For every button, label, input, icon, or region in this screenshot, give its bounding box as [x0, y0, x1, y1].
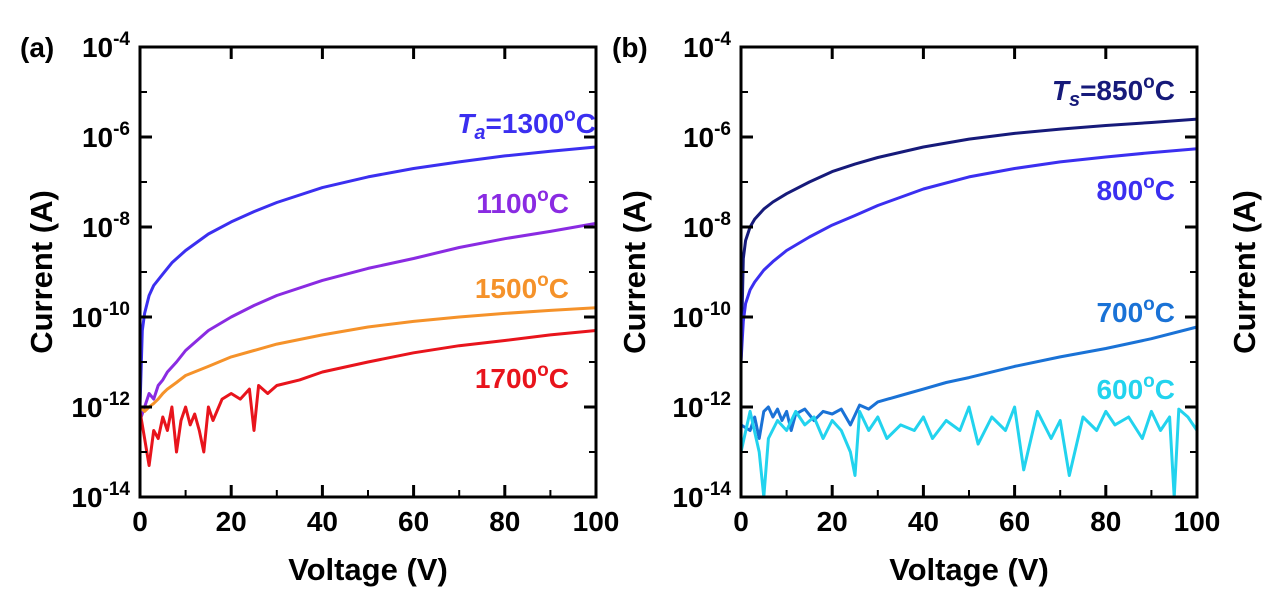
y-tick-label: 10-10	[71, 299, 130, 333]
y-tick-label: 10-4	[82, 29, 130, 63]
series-label-600: 600oC	[1096, 371, 1175, 405]
series-label-1700: 1700oC	[475, 360, 569, 394]
series-label-1500: 1500oC	[475, 270, 569, 304]
x-tick-label: 80	[1090, 506, 1121, 537]
x-axis-label: Voltage (V)	[889, 552, 1049, 587]
series-label-700: 700oC	[1096, 294, 1175, 328]
y-axis-label: Current (A)	[24, 190, 59, 354]
x-tick-label: 40	[307, 506, 338, 537]
plot-frame	[739, 45, 1199, 499]
x-tick-label: 0	[733, 506, 749, 537]
x-tick-label: 80	[489, 506, 520, 537]
series-line-1100	[138, 221, 597, 421]
x-tick-label: 100	[573, 506, 620, 537]
series-label-800: 800oC	[1096, 172, 1175, 206]
y-tick-label: 10-10	[672, 299, 731, 333]
y-tick-label: 10-8	[82, 209, 130, 243]
y-tick-label: 10-14	[71, 479, 130, 513]
series-label-1100: 1100oC	[476, 185, 569, 219]
y-tick-label: 10-12	[71, 389, 130, 423]
series-line-1500	[138, 306, 597, 413]
chart-panel-b: 0 20 40 60 80 100 10-4 10-6 10-8 10-10 10-12 10-14 (…	[612, 29, 1262, 587]
series-line-600	[739, 405, 1199, 499]
x-tick-label: 60	[398, 506, 429, 537]
series-label-850: Ts=850oC	[1052, 72, 1175, 111]
series-line-700	[740, 325, 1198, 440]
series-line-1700	[138, 329, 597, 467]
x-tick-label: 60	[999, 506, 1030, 537]
x-tick-label: 20	[216, 506, 247, 537]
y-axis-label-right: Current (A)	[1227, 190, 1262, 354]
y-axis-label: Current (A)	[617, 190, 652, 354]
series-label-1300: Ta=1300oC	[457, 105, 596, 144]
y-tick-label: 10-4	[683, 29, 731, 63]
y-tick-label: 10-6	[82, 119, 130, 153]
x-tick-label: 40	[908, 506, 939, 537]
y-tick-label: 10-6	[683, 119, 731, 153]
x-tick-label: 100	[1174, 506, 1221, 537]
x-tick-label: 20	[817, 506, 848, 537]
y-tick-label: 10-12	[672, 389, 731, 423]
y-tick-label: 10-14	[672, 479, 731, 513]
series-line-800	[739, 147, 1198, 363]
x-tick-label: 0	[132, 506, 148, 537]
series-line-1300	[138, 145, 597, 408]
chart-panel-a: 0 20 40 60 80 100 10-4 10-6 10-8 10-10 10-12 10-14 (…	[20, 29, 619, 587]
y-tick-label: 10-8	[683, 209, 731, 243]
panel-label: (b)	[612, 32, 648, 63]
panel-label: (a)	[20, 32, 54, 63]
x-axis-label: Voltage (V)	[288, 552, 448, 587]
